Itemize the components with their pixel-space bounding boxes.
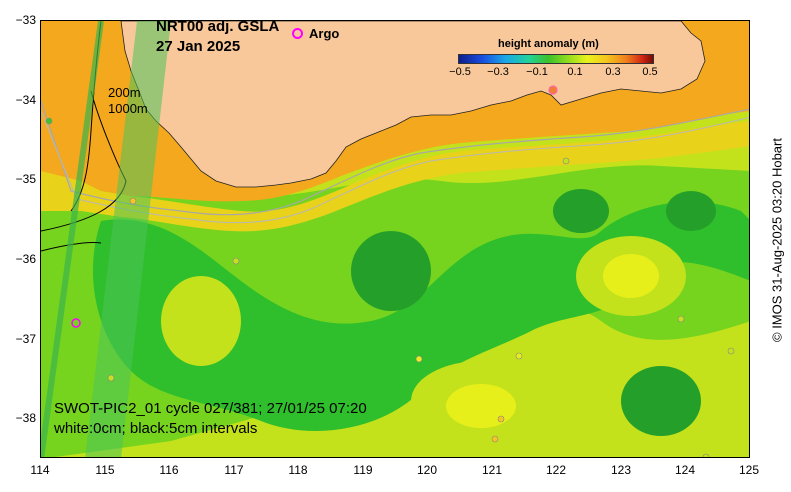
observation-dot [677,315,685,323]
colorbar-title: height anomaly (m) [498,38,599,50]
observation-dot [107,374,115,382]
x-tick-label: 124 [674,463,696,477]
x-tick-label: 122 [545,463,567,477]
map-title: NRT00 adj. GSLA [156,18,280,35]
observation-dot [415,355,423,363]
y-tick-label: −36 [15,252,36,266]
anomaly-eddy-high-west [161,276,241,366]
map-plot-area [40,20,750,458]
swot-nadir-track [41,21,104,457]
y-tick-label: −38 [15,411,36,425]
colorbar-tick: 0.5 [642,66,658,78]
colorbar-tick: 0.3 [605,66,621,78]
contour-interval-label: white:0cm; black:5cm intervals [54,420,258,437]
x-tick-label: 118 [288,463,308,477]
anomaly-eddy-low-far-east [666,191,716,231]
argo-float-marker [71,318,81,328]
isobath-200m-label: 200m [108,85,141,100]
x-tick-label: 115 [95,463,115,477]
isobath-1000m-label: 1000m [108,101,148,116]
y-tick-label: −33 [15,13,36,27]
coastal-yellow-band [41,121,749,232]
swot-pass-label: SWOT-PIC2_01 cycle 027/381; 27/01/25 07:… [54,400,367,417]
x-tick-label: 117 [224,463,244,477]
observation-dot [232,257,240,265]
observation-dot [129,197,137,205]
y-tick-label: −37 [15,332,36,346]
colorbar-tick: −0.5 [449,66,471,78]
observation-dot [562,157,570,165]
isobath-1000m [41,110,749,224]
x-tick-label: 123 [610,463,632,477]
anomaly-eddy-core-east [603,254,659,298]
anomaly-eddy-core-south [446,384,516,428]
colorbar-tick: 0.1 [567,66,583,78]
y-tick-label: −34 [15,93,36,107]
y-tick-label: −35 [15,172,36,186]
argo-circle-icon [292,28,303,40]
observation-dot [702,453,710,457]
map-date: 27 Jan 2025 [156,38,241,55]
observation-dot [491,435,499,443]
observation-dot [515,352,523,360]
x-tick-label: 120 [416,463,438,477]
anomaly-eddy-low-east [553,189,609,233]
argo-legend-label: Argo [309,26,340,41]
argo-legend: Argo [292,26,339,41]
x-tick-label: 116 [159,463,179,477]
anomaly-eddy-low-southeast [621,366,701,436]
x-tick-label: 125 [738,463,760,477]
credit-text: © IMOS 31-Aug-2025 03:20 Hobart [769,138,785,342]
colorbar-tick: −0.1 [526,66,548,78]
argo-float-marker [548,85,558,95]
swot-swath [85,21,171,457]
anomaly-eddy-low-center [351,231,431,311]
colorbar-tick: −0.3 [487,66,509,78]
x-tick-label: 121 [481,463,503,477]
observation-dot [727,347,735,355]
northwest-coastal-patch [41,21,79,81]
observation-dot [45,117,53,125]
x-tick-label: 119 [353,463,373,477]
colorbar [458,54,654,64]
observation-dot [497,415,505,423]
x-tick-label: 114 [30,463,50,477]
map-canvas [41,21,749,457]
